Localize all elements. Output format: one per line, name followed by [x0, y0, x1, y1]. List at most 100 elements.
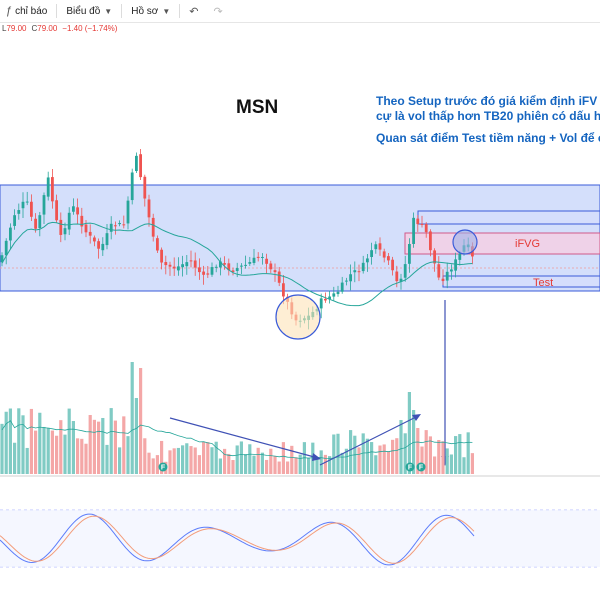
volume-bar[interactable]	[437, 439, 441, 474]
candle[interactable]	[51, 169, 54, 209]
candle[interactable]	[450, 264, 453, 280]
candle[interactable]	[9, 223, 12, 249]
candle[interactable]	[198, 258, 201, 280]
volume-bar[interactable]	[8, 408, 12, 474]
candle[interactable]	[25, 191, 29, 206]
volume-bar[interactable]	[160, 440, 164, 474]
volume-bar[interactable]	[25, 447, 29, 474]
volume-bar[interactable]	[88, 415, 92, 474]
candle[interactable]	[135, 152, 138, 174]
candle[interactable]	[206, 265, 210, 278]
candle[interactable]	[13, 209, 16, 230]
candle[interactable]	[122, 215, 126, 229]
volume-bar[interactable]	[424, 430, 428, 474]
volume-bar[interactable]	[101, 417, 105, 474]
candle[interactable]	[332, 286, 336, 301]
indicators-button[interactable]: ƒ chỉ báo	[0, 0, 53, 22]
volume-bar[interactable]	[84, 443, 88, 474]
volume-bar[interactable]	[391, 439, 395, 474]
candle[interactable]	[328, 290, 331, 304]
candle[interactable]	[97, 238, 100, 259]
volume-bar[interactable]	[470, 453, 474, 474]
volume-bar[interactable]	[181, 445, 185, 474]
volume-bar[interactable]	[63, 434, 67, 474]
volume-bar[interactable]	[172, 448, 176, 474]
volume-bar[interactable]	[386, 451, 390, 474]
volume-bar[interactable]	[235, 445, 239, 474]
volume-bar[interactable]	[134, 398, 138, 474]
candle[interactable]	[160, 247, 163, 270]
volume-bar[interactable]	[139, 368, 143, 474]
candle[interactable]	[378, 237, 382, 256]
redo-button[interactable]: ↷	[207, 0, 231, 22]
volume-bar[interactable]	[315, 457, 319, 474]
candle[interactable]	[147, 194, 151, 227]
volume-bar[interactable]	[109, 408, 113, 474]
candle[interactable]	[382, 248, 386, 263]
volume-bar[interactable]	[118, 447, 122, 474]
candle[interactable]	[437, 256, 441, 281]
candle[interactable]	[319, 293, 323, 319]
volume-bar[interactable]	[357, 447, 361, 474]
volume-bar[interactable]	[244, 454, 248, 474]
volume-bar[interactable]	[231, 460, 235, 474]
volume-bar[interactable]	[265, 459, 269, 474]
volume-bar[interactable]	[168, 450, 172, 474]
volume-bar[interactable]	[349, 430, 353, 474]
candle[interactable]	[370, 242, 373, 265]
volume-bar[interactable]	[256, 447, 260, 474]
volume-bar[interactable]	[17, 408, 21, 474]
volume-bar[interactable]	[298, 454, 302, 474]
volume-bar[interactable]	[189, 446, 193, 474]
volume-bar[interactable]	[344, 448, 348, 474]
volume-bar[interactable]	[46, 427, 50, 474]
candle[interactable]	[67, 207, 71, 236]
candle[interactable]	[172, 257, 176, 276]
volume-bar[interactable]	[382, 444, 386, 474]
volume-bar[interactable]	[76, 438, 80, 474]
volume-bar[interactable]	[328, 456, 332, 474]
candle[interactable]	[0, 252, 4, 267]
volume-bar[interactable]	[202, 441, 206, 474]
volume-bar[interactable]	[277, 461, 281, 474]
volume-bar[interactable]	[105, 444, 109, 474]
volume-bar[interactable]	[21, 415, 25, 474]
volume-bar[interactable]	[210, 447, 214, 474]
chart-layout-button[interactable]: Biểu đồ ▼	[60, 0, 118, 22]
candle[interactable]	[429, 229, 432, 257]
volume-bar[interactable]	[269, 448, 273, 474]
candle[interactable]	[424, 222, 428, 238]
candle[interactable]	[202, 265, 205, 285]
candle[interactable]	[252, 248, 256, 266]
volume-bar[interactable]	[378, 445, 382, 474]
candle[interactable]	[345, 277, 348, 286]
candle[interactable]	[181, 255, 184, 277]
candle[interactable]	[256, 252, 260, 262]
volume-bar[interactable]	[193, 447, 197, 474]
candle[interactable]	[17, 203, 21, 220]
candle[interactable]	[366, 254, 369, 272]
volume-bar[interactable]	[122, 416, 126, 474]
volume-bar[interactable]	[239, 441, 243, 474]
candle[interactable]	[433, 248, 436, 272]
volume-bar[interactable]	[13, 442, 17, 474]
volume-bar[interactable]	[29, 408, 33, 474]
candle[interactable]	[156, 235, 159, 254]
candle[interactable]	[4, 238, 8, 265]
volume-bar[interactable]	[206, 442, 210, 474]
volume-bar[interactable]	[59, 420, 63, 474]
candle[interactable]	[139, 148, 142, 180]
candle[interactable]	[387, 252, 390, 266]
volume-bar[interactable]	[374, 455, 378, 474]
volume-bar[interactable]	[323, 454, 327, 474]
candle[interactable]	[177, 257, 180, 276]
volume-bar[interactable]	[395, 438, 399, 474]
candle[interactable]	[34, 213, 37, 233]
candle[interactable]	[231, 267, 235, 276]
bottom-highlight-circle[interactable]	[275, 294, 321, 340]
candle[interactable]	[349, 264, 352, 291]
candle[interactable]	[72, 198, 75, 215]
volume-bar[interactable]	[50, 430, 54, 474]
volume-bar[interactable]	[361, 433, 365, 474]
